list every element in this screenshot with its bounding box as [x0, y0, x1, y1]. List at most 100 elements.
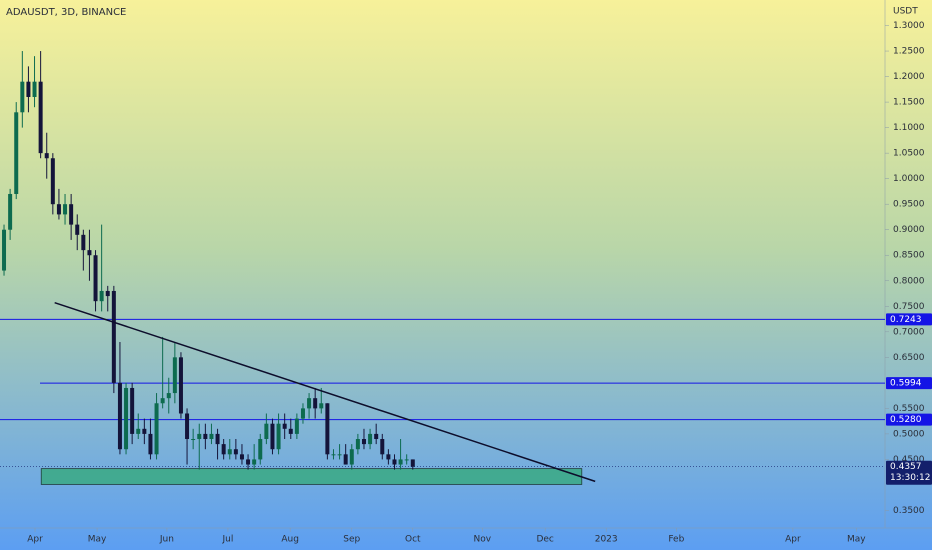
x-tick-label: Oct: [405, 535, 421, 545]
candle-body: [2, 229, 7, 271]
candle-body: [264, 423, 269, 440]
last-price-box: [886, 460, 932, 485]
support-zone: [40, 468, 583, 485]
y-tick-label: 0.9000: [893, 225, 925, 235]
candle-body: [404, 459, 409, 461]
candle-body: [8, 193, 13, 230]
candle-body: [172, 357, 177, 394]
y-tick-label: 0.7000: [893, 327, 925, 337]
candle-body: [233, 449, 238, 455]
candle-body: [270, 423, 275, 450]
y-tick-label: 0.5500: [893, 404, 925, 414]
x-tick-label: Apr: [27, 535, 43, 545]
candle-body: [349, 449, 354, 465]
candle-body: [20, 81, 25, 113]
candle-body: [294, 418, 299, 434]
candle-body: [246, 459, 251, 465]
candle-body: [331, 454, 336, 456]
y-tick-label: 0.8000: [893, 276, 925, 286]
candle-body: [178, 357, 183, 414]
candle-body: [14, 112, 19, 194]
y-axis-label: USDT: [893, 7, 918, 17]
y-tick-label: 1.2000: [893, 72, 925, 82]
candle-body: [227, 449, 232, 455]
candle-body: [300, 408, 305, 419]
candle-body: [239, 454, 244, 460]
y-tick-label: 0.5000: [893, 429, 925, 439]
candle-body: [32, 81, 37, 97]
candle-body: [75, 224, 80, 235]
candle-body: [136, 428, 141, 434]
candle-body: [44, 153, 49, 159]
candle-body: [221, 444, 226, 455]
candle-body: [374, 433, 379, 440]
x-tick-label: Jun: [159, 535, 174, 545]
y-tick-label: 1.3000: [893, 21, 925, 31]
price-label: 0.5280: [890, 415, 922, 425]
x-tick-label: Dec: [536, 535, 553, 545]
y-tick-label: 1.0000: [893, 174, 925, 184]
candle-body: [209, 433, 214, 440]
candle-body: [38, 81, 43, 154]
candle-body: [63, 204, 68, 215]
x-tick-label: Jul: [222, 535, 234, 545]
price-label-box: [886, 413, 932, 426]
candle-body: [288, 428, 293, 434]
y-tick-label: 0.3500: [893, 506, 925, 516]
x-tick-label: Nov: [474, 535, 492, 545]
candle-body: [148, 433, 153, 455]
trendline: [54, 302, 596, 483]
candle-body: [325, 403, 330, 455]
x-tick-label: Aug: [281, 535, 299, 545]
y-tick-label: 1.1500: [893, 98, 925, 108]
candle-body: [93, 255, 98, 302]
candle-body: [380, 439, 385, 455]
x-tick-label: Apr: [785, 535, 801, 545]
candle-body: [50, 158, 55, 205]
countdown: 13:30:12: [890, 473, 930, 483]
candle-body: [398, 459, 403, 465]
x-tick-label: May: [88, 535, 107, 545]
candle-body: [410, 459, 415, 467]
candle-body: [160, 398, 165, 404]
last-price-label: 0.4357: [890, 462, 922, 472]
candle-body: [361, 439, 366, 445]
candle-body: [368, 433, 373, 445]
candle-body: [130, 387, 135, 434]
candle-body: [313, 398, 318, 409]
price-label: 0.5994: [890, 379, 922, 389]
chart-title: ADAUSDT, 3D, BINANCE: [6, 7, 126, 18]
y-tick-label: 0.7500: [893, 302, 925, 312]
x-tick-label: 2023: [595, 535, 618, 545]
price-label-box: [886, 377, 932, 390]
candle-body: [166, 393, 171, 399]
candle-body: [105, 290, 110, 297]
candle-body: [355, 439, 360, 450]
candle-body: [252, 459, 257, 465]
candle-body: [337, 454, 342, 456]
candle-body: [258, 439, 263, 460]
candle-body: [87, 250, 92, 256]
candle-body: [111, 290, 116, 383]
candle-body: [276, 423, 281, 450]
candle-body: [56, 204, 61, 215]
y-tick-label: 1.0500: [893, 149, 925, 159]
candle-body: [197, 433, 202, 440]
y-tick-label: 0.6500: [893, 353, 925, 363]
candle-body: [69, 204, 74, 225]
candle-body: [191, 439, 196, 441]
candle-body: [203, 433, 208, 440]
x-tick-label: May: [847, 535, 866, 545]
candle-body: [386, 454, 391, 460]
candle-body: [215, 433, 220, 445]
y-tick-label: 1.1000: [893, 123, 925, 133]
candle-body: [319, 403, 324, 409]
candle-body: [81, 234, 86, 251]
candle-body: [26, 81, 31, 97]
candle-body: [307, 398, 312, 409]
candle-body: [343, 454, 348, 465]
y-tick-label: 0.9500: [893, 200, 925, 210]
x-tick-label: Feb: [668, 535, 684, 545]
